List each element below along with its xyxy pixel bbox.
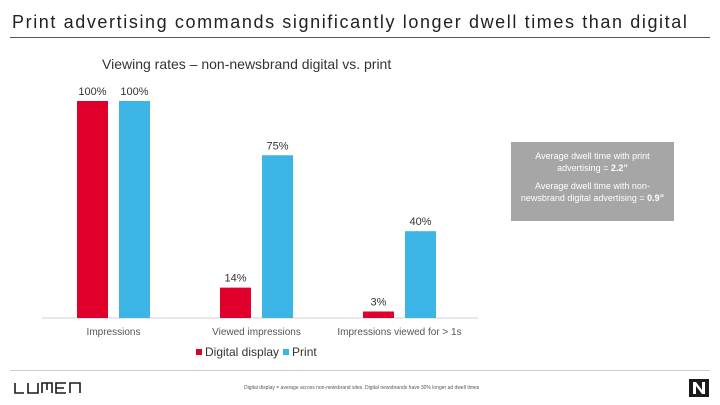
- chart-legend: Digital display Print: [196, 345, 321, 359]
- slide-title: Print advertising commands significantly…: [12, 12, 689, 32]
- data-label-digital-2: 3%: [371, 296, 387, 308]
- bar-print-2: [405, 231, 436, 318]
- data-label-digital-0: 100%: [78, 86, 106, 98]
- bar-digital-1: [220, 287, 251, 318]
- chart-title: Viewing rates – non-newsbrand digital vs…: [102, 56, 392, 72]
- bar-print-1: [262, 155, 293, 318]
- data-label-print-1: 75%: [266, 140, 288, 152]
- footnote: Digital display = average across non-new…: [244, 385, 480, 391]
- lumen-logo: [14, 382, 81, 394]
- legend-item-print: Print: [283, 345, 317, 359]
- legend-label-print: Print: [292, 345, 317, 359]
- dwell-time-note: Average dwell time with print advertisin…: [511, 142, 674, 221]
- print-dwell-text: Average dwell time with print advertisin…: [535, 151, 650, 173]
- legend-item-digital: Digital display: [196, 345, 279, 359]
- data-label-print-2: 40%: [409, 216, 431, 228]
- bar-digital-2: [363, 311, 394, 318]
- digital-dwell-note: Average dwell time with non-newsbrand di…: [511, 180, 674, 204]
- print-dwell-value: 2.2”: [610, 163, 628, 173]
- category-label-2: Impressions viewed for > 1s: [337, 327, 461, 338]
- digital-dwell-text: Average dwell time with non-newsbrand di…: [520, 181, 650, 203]
- data-label-print-0: 100%: [120, 86, 148, 98]
- digital-dwell-value: 0.9”: [647, 193, 665, 203]
- title-divider: [10, 37, 710, 38]
- legend-swatch-print: [283, 349, 290, 355]
- bar-print-0: [119, 101, 150, 318]
- newsworks-n-icon: [689, 379, 709, 397]
- print-dwell-note: Average dwell time with print advertisin…: [511, 150, 674, 174]
- category-label-0: Impressions: [87, 327, 141, 338]
- legend-label-digital: Digital display: [205, 345, 280, 359]
- footer-divider: [10, 370, 710, 371]
- legend-swatch-digital: [196, 349, 202, 355]
- data-label-digital-1: 14%: [224, 273, 246, 285]
- category-label-1: Viewed impressions: [212, 327, 301, 338]
- bar-digital-0: [77, 101, 108, 318]
